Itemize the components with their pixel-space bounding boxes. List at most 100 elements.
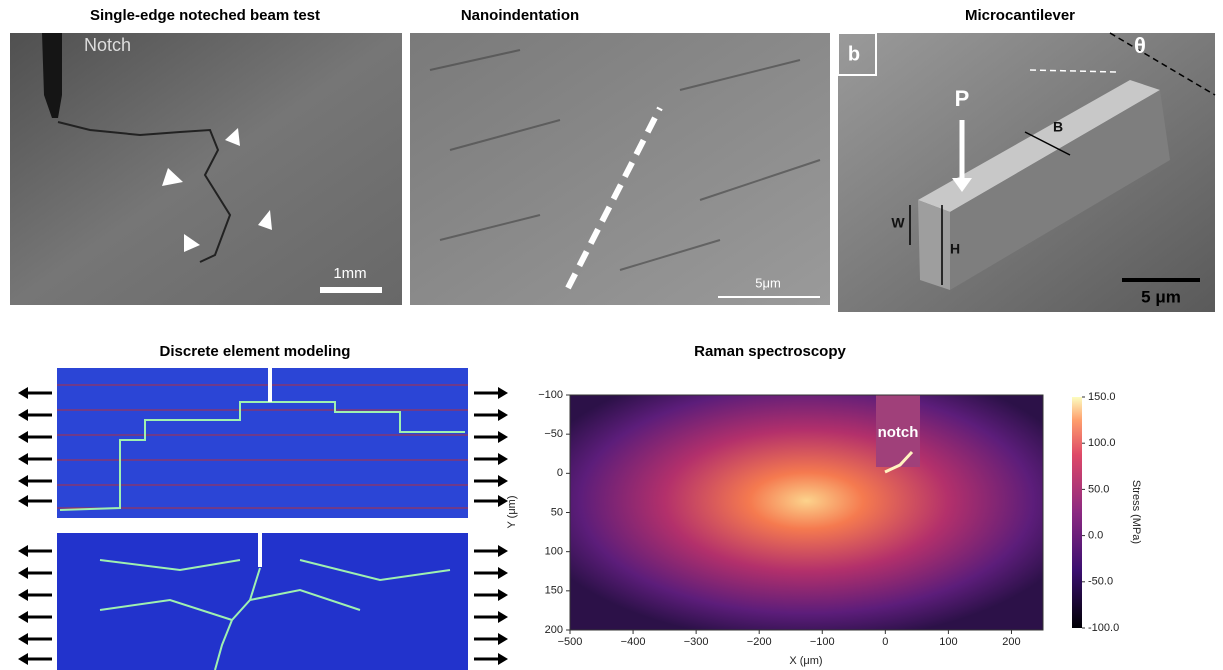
crack-path (99, 559, 451, 670)
x-tick-label: 100 (939, 636, 957, 648)
scale-bar (1122, 278, 1200, 282)
crack-path (59, 401, 465, 511)
texture-line (439, 214, 541, 241)
x-tick-label: −100 (810, 636, 835, 648)
beam-side (950, 90, 1170, 290)
dimension-line (1024, 131, 1071, 156)
panel-title: Nanoindentation (461, 7, 579, 24)
colorbar-tick-label: 150.0 (1088, 391, 1116, 403)
scale-bar (718, 296, 820, 298)
y-tick-label: −50 (544, 428, 563, 440)
scale-bar-label: 1mm (333, 265, 366, 282)
colorbar-tick-label: 50.0 (1088, 483, 1109, 495)
arrow-left (18, 431, 52, 443)
arrow-right (474, 567, 508, 579)
arrowhead (162, 168, 183, 186)
x-tick-label: 0 (882, 636, 888, 648)
x-tick-label: −200 (747, 636, 772, 648)
y-tick-label: 100 (545, 546, 563, 558)
arrowhead (184, 234, 200, 252)
crack (57, 121, 232, 263)
panel-title: Single-edge noteched beam test (90, 7, 320, 24)
grain-lines (57, 384, 468, 509)
panel-letter: b (848, 43, 860, 65)
arrow-left (18, 633, 52, 645)
scale-bar (320, 287, 382, 293)
arrow-right (474, 409, 508, 421)
colorbar-tick-label: 100.0 (1088, 437, 1116, 449)
simulation-image (57, 533, 468, 670)
indent-line (565, 106, 663, 290)
arrow-right (474, 431, 508, 443)
x-axis-label: X (μm) (789, 655, 822, 667)
arrow-right (474, 453, 508, 465)
y-tick-label: 200 (545, 624, 563, 636)
y-tick-label: 0 (557, 467, 563, 479)
dimension-label: H (950, 241, 960, 257)
colorbar-tick-label: -100.0 (1088, 622, 1119, 634)
x-tick-label: −400 (621, 636, 646, 648)
angle-label: θ (1134, 33, 1146, 58)
panel-title: Discrete element modeling (160, 343, 351, 360)
y-tick-label: 50 (551, 506, 563, 518)
arrow-right (474, 387, 508, 399)
notch (268, 368, 272, 402)
image-label: Notch (84, 35, 131, 55)
arrow-right (474, 611, 508, 623)
x-tick-label: −300 (684, 636, 709, 648)
panel-title: Raman spectroscopy (694, 343, 846, 360)
scale-bar-label: 5 μm (1141, 287, 1181, 306)
arrowhead (258, 210, 272, 230)
texture (429, 49, 821, 271)
y-tick-label: −100 (538, 389, 563, 401)
texture-line (699, 159, 821, 201)
letter-box (837, 32, 877, 76)
arrow-left (18, 495, 52, 507)
notch (258, 533, 262, 567)
crack (884, 450, 914, 474)
beam-end (918, 200, 950, 290)
arrowhead (225, 128, 240, 146)
simulation-image (57, 368, 468, 518)
load-label: P (955, 86, 970, 111)
y-tick-label: 150 (545, 585, 563, 597)
load-arrow-head (952, 178, 972, 192)
beam-top (918, 80, 1160, 212)
texture-line (679, 59, 801, 91)
arrow-left (18, 409, 52, 421)
arrow-right (474, 495, 508, 507)
arrow-left (18, 611, 52, 623)
arrow-right (474, 633, 508, 645)
arrow-left (18, 387, 52, 399)
micrograph (410, 33, 830, 305)
colorbar (1072, 397, 1082, 628)
angle-line (1029, 69, 1119, 73)
arrow-right (474, 475, 508, 487)
arrow-right (474, 589, 508, 601)
texture-line (449, 119, 561, 151)
notch-region (876, 395, 920, 467)
arrow-left (18, 567, 52, 579)
probe (42, 33, 62, 118)
x-tick-label: −500 (558, 636, 583, 648)
panel-title: Microcantilever (965, 7, 1075, 24)
y-axis-label: Y (μm) (506, 495, 518, 528)
arrow-left (18, 653, 52, 665)
stress-map (570, 395, 1043, 630)
colorbar-label: Stress (MPa) (1130, 480, 1142, 544)
axes: −500 −400 −300 −200 −100 0 100 200−100−50050100… (538, 389, 1119, 648)
angle-line (1109, 32, 1216, 96)
dimension-label: W (891, 215, 905, 231)
dimension-label: B (1053, 119, 1063, 135)
texture-line (429, 49, 521, 71)
arrow-right (474, 653, 508, 665)
annotation: notch (878, 424, 919, 441)
arrow-left (18, 475, 52, 487)
arrow-left (18, 589, 52, 601)
texture-line (619, 239, 721, 271)
arrow-left (18, 453, 52, 465)
colorbar-tick-label: -50.0 (1088, 576, 1113, 588)
scale-bar-label: 5μm (755, 275, 781, 290)
x-tick-label: 200 (1002, 636, 1020, 648)
